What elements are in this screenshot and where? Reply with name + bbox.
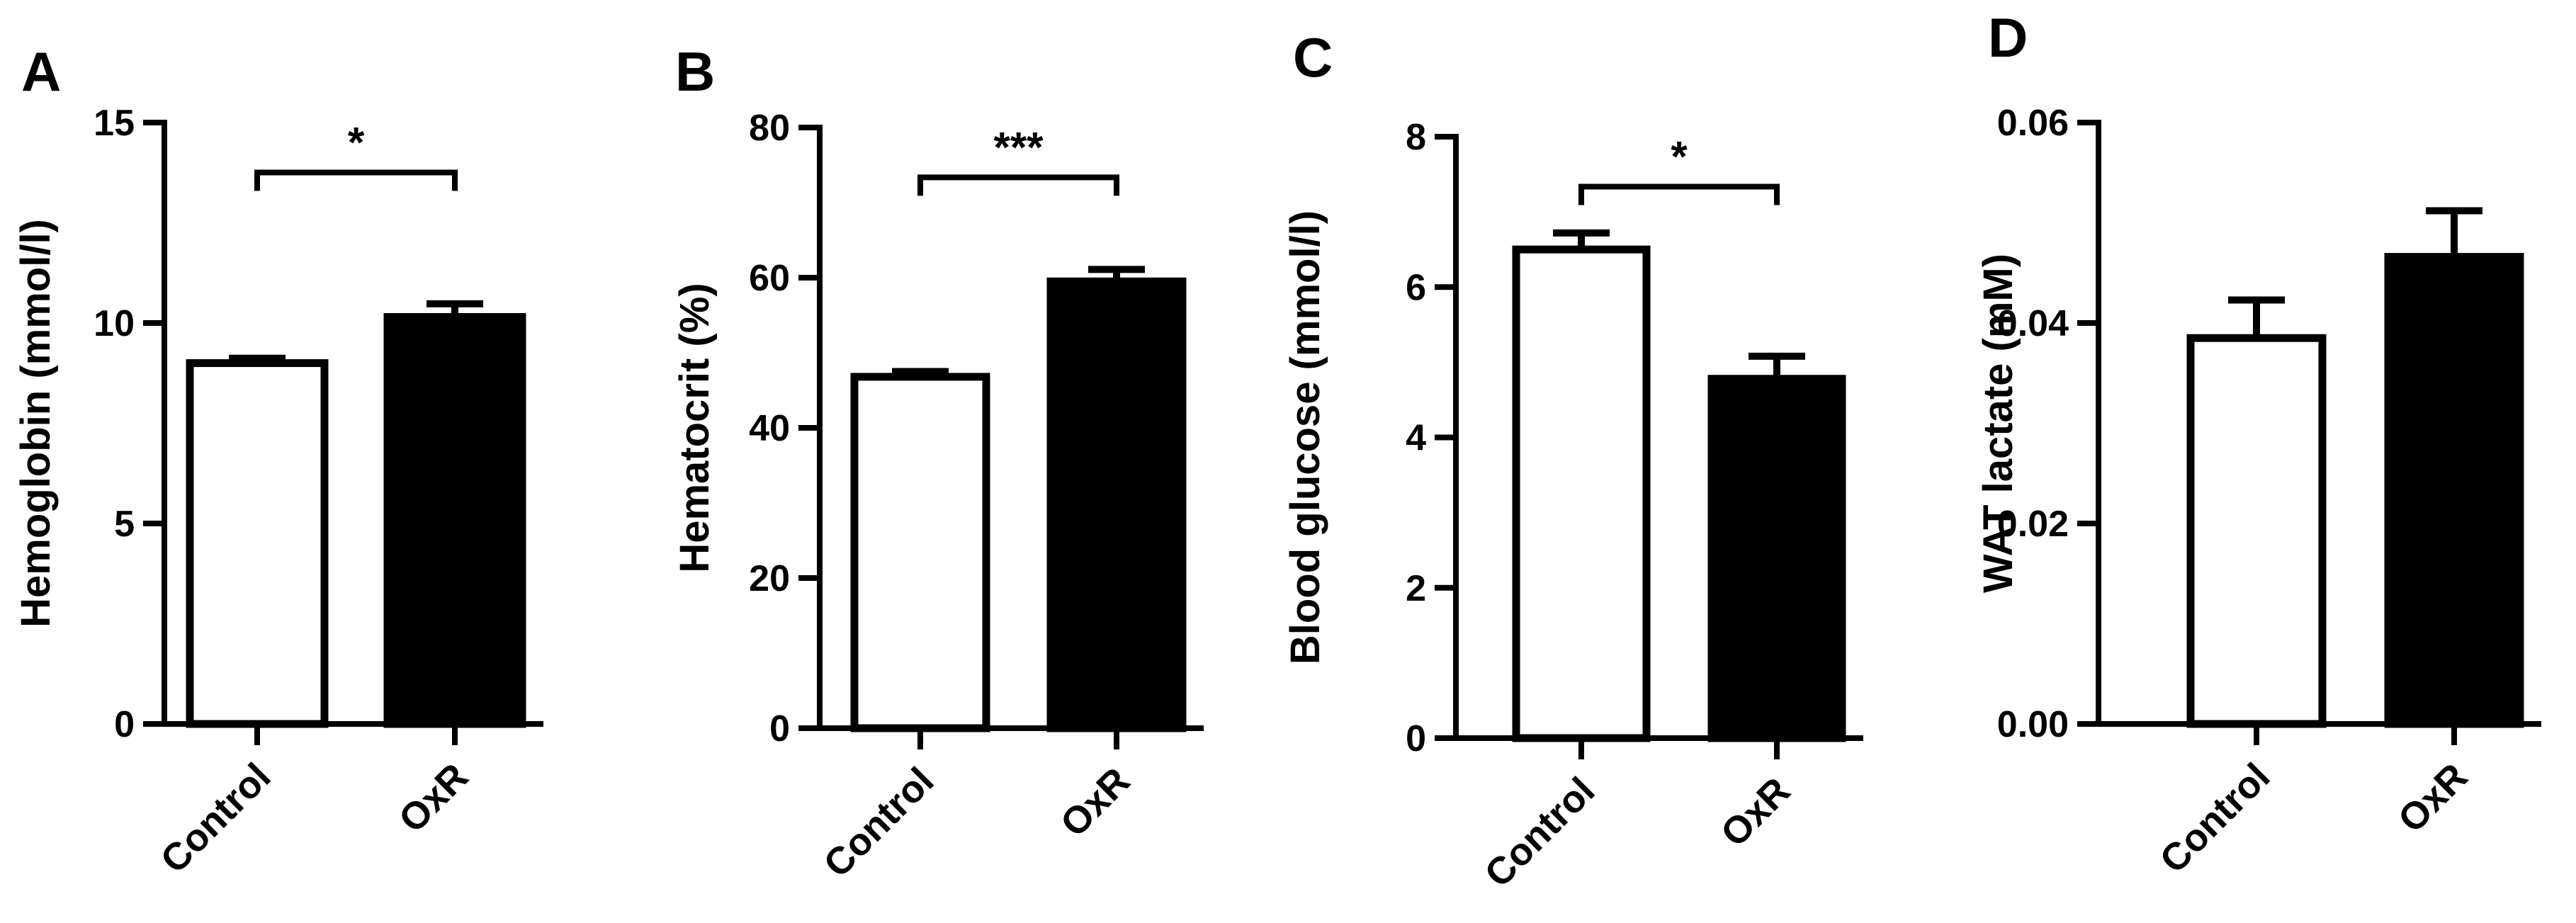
- significance-marker: *: [348, 118, 365, 166]
- y-tick-label: 6: [1406, 267, 1426, 308]
- y-tick-label: 2: [1406, 568, 1426, 609]
- bar-control: [850, 373, 990, 732]
- x-tick-label: OxR: [1053, 759, 1139, 845]
- y-tick-label: 0.00: [1997, 704, 2069, 745]
- panel-letter: B: [675, 40, 715, 103]
- significance-marker: ***: [993, 123, 1044, 171]
- panel-letter: A: [21, 40, 61, 103]
- bar-control: [186, 359, 329, 728]
- x-tick-label: OxR: [391, 755, 477, 841]
- y-axis-label: WAT lactate (mM): [1975, 254, 2021, 593]
- y-tick-label: 0: [769, 708, 790, 749]
- bar-control: [1512, 245, 1651, 742]
- panel-letter: D: [1988, 6, 2028, 69]
- y-tick-label: 80: [749, 108, 790, 149]
- y-tick-label: 8: [1406, 117, 1426, 158]
- y-tick-label: 40: [749, 408, 790, 449]
- x-tick-label: Control: [1476, 769, 1603, 895]
- y-tick-label: 60: [749, 258, 790, 299]
- y-axis-label: Hemoglobin (mmol/l): [13, 219, 59, 628]
- x-tick-label: OxR: [2390, 755, 2476, 841]
- y-tick-label: 5: [114, 504, 135, 545]
- y-axis-label: Hematocrit (%): [672, 283, 718, 572]
- panel-c: C 0 2 4 6 8 Blood glucose (mmol/l) Control OxR *: [1282, 26, 1863, 895]
- x-tick-label: Control: [2152, 755, 2278, 881]
- bar-oxr: [1707, 375, 1846, 742]
- y-tick-label: 0.06: [1997, 103, 2069, 144]
- y-tick-label: 4: [1406, 418, 1426, 459]
- significance-bracket: [254, 169, 458, 191]
- significance-bracket: [1578, 183, 1780, 205]
- significance-bracket: [917, 174, 1119, 196]
- panel-a: A 0 5 10 15 Hemoglobin (mmol/l) Control OxR *: [13, 40, 543, 881]
- y-tick-label: 15: [94, 103, 135, 144]
- bar-control: [2186, 334, 2327, 728]
- y-tick-label: 0.04: [1997, 303, 2069, 344]
- x-tick-label: OxR: [1713, 769, 1799, 855]
- x-tick-label: Control: [152, 755, 278, 881]
- y-tick-label: 10: [94, 303, 135, 344]
- significance-marker: *: [1671, 132, 1688, 180]
- bar-oxr: [1046, 277, 1187, 732]
- panel-d: D 0.00 0.02 0.04 0.06 WAT lactate (mM) Control…: [1975, 6, 2541, 881]
- y-tick-label: 0: [114, 704, 135, 745]
- y-tick-label: 0: [1406, 718, 1426, 759]
- panel-letter: C: [1293, 26, 1333, 89]
- x-tick-label: Control: [815, 759, 942, 885]
- panel-b: B 0 20 40 60 80 Hematocrit (%) Control OxR ***: [672, 40, 1204, 885]
- y-tick-label: 0.02: [1997, 504, 2069, 545]
- bar-oxr: [2384, 253, 2524, 728]
- bar-oxr: [383, 313, 526, 728]
- y-tick-label: 20: [749, 558, 790, 599]
- y-axis-label: Blood glucose (mmol/l): [1282, 210, 1328, 664]
